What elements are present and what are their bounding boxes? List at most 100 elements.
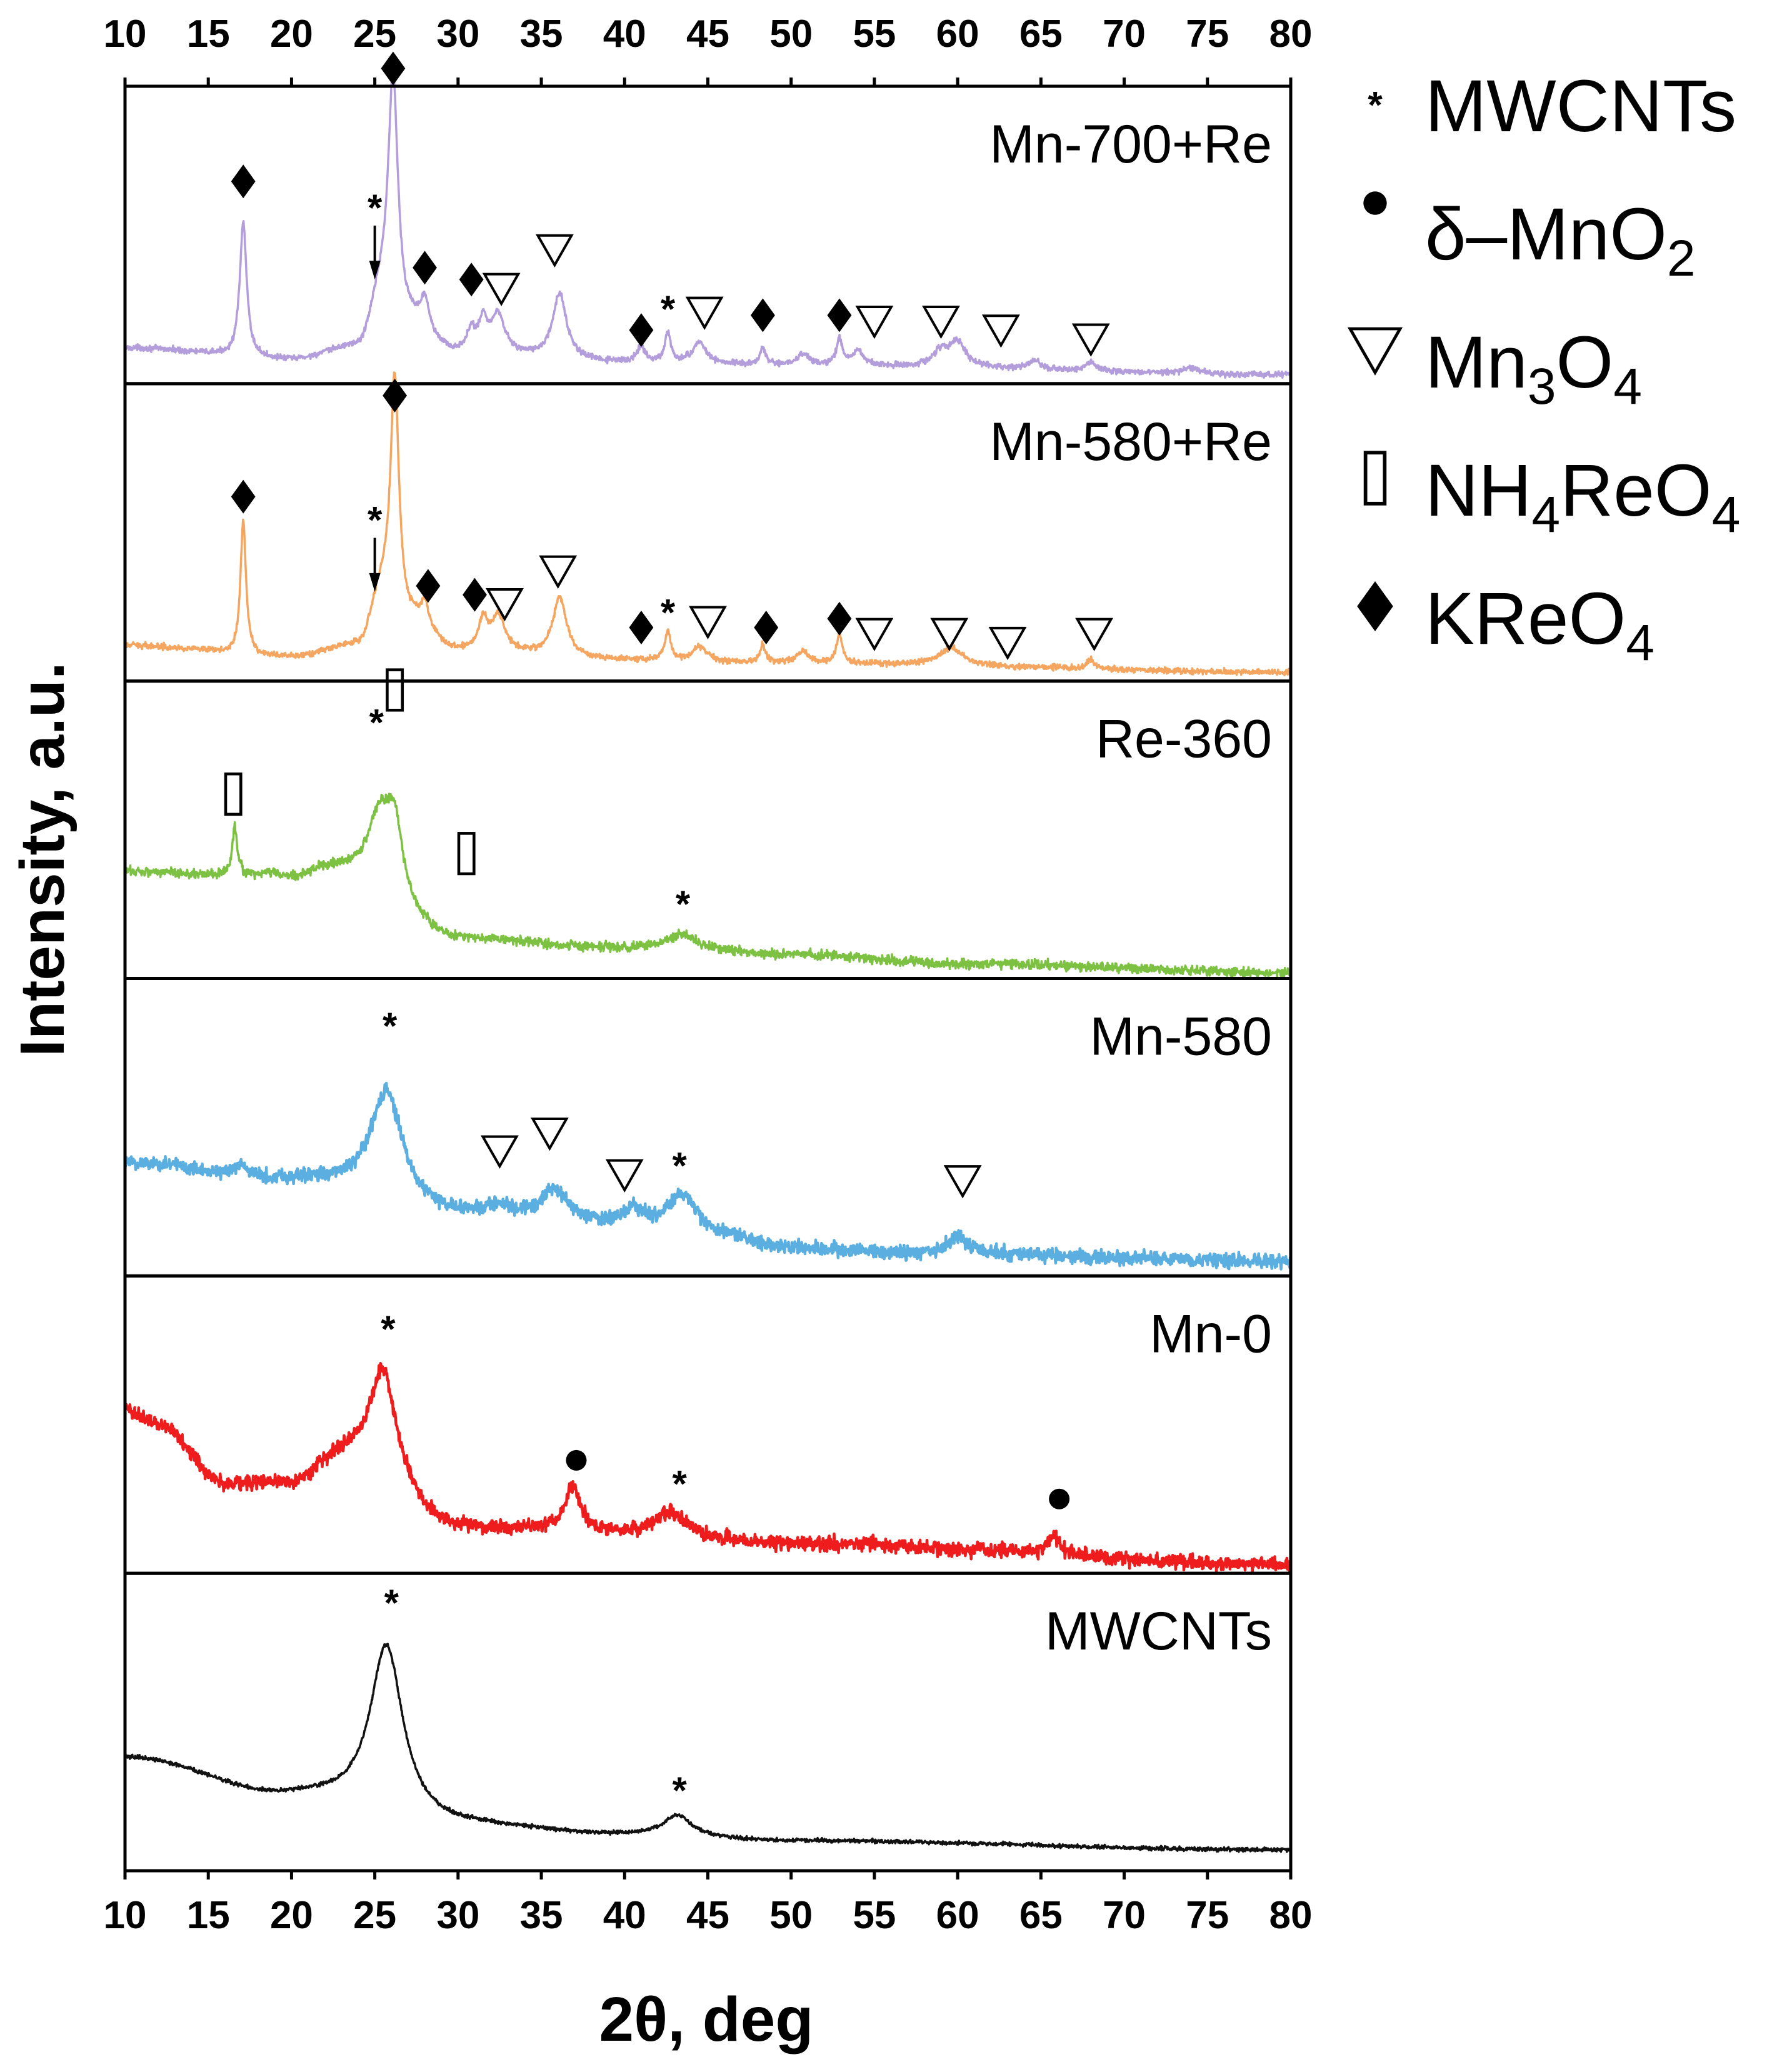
peak-marker-star: * <box>673 1769 688 1811</box>
legend-label: MWCNTs <box>1425 65 1736 148</box>
x-tick-label-bottom: 60 <box>936 1894 979 1937</box>
peak-marker-triangle <box>685 296 724 330</box>
x-tick-label-bottom: 80 <box>1269 1894 1313 1937</box>
panel-label: Mn-580+Re <box>989 412 1272 472</box>
peak-marker-triangle <box>530 1117 569 1151</box>
x-tick-label-top: 35 <box>520 13 563 56</box>
x-tick-label-top: 75 <box>1186 13 1229 56</box>
series-line-mn-0 <box>123 1361 1293 1574</box>
peak-marker-diamond <box>629 611 654 645</box>
x-tick-label-top: 25 <box>353 13 396 56</box>
x-tick-label-top: 15 <box>187 13 230 56</box>
peak-marker-diamond <box>754 611 779 645</box>
peak-marker-diamond <box>629 313 654 348</box>
peak-marker-star: * <box>368 187 383 229</box>
peak-marker-triangle <box>855 618 894 651</box>
x-tick-label-top: 80 <box>1269 13 1313 56</box>
legend-symbol-triangle <box>1347 327 1403 376</box>
peak-marker-triangle <box>539 555 578 589</box>
y-axis-title: Intensity, a.u. <box>8 662 78 1057</box>
x-tick-label-bottom: 45 <box>686 1894 729 1937</box>
peak-marker-star: * <box>661 591 676 633</box>
x-tick-label-bottom: 65 <box>1019 1894 1063 1937</box>
peak-marker-diamond <box>463 578 487 612</box>
series-line-mn-700-re <box>124 69 1292 379</box>
x-tick-label-bottom: 30 <box>436 1894 479 1937</box>
peak-marker-star: * <box>673 1145 688 1187</box>
x-tick-label-bottom: 20 <box>270 1894 313 1937</box>
peak-marker-triangle <box>486 588 524 622</box>
panel-label: Mn-580 <box>1089 1007 1272 1067</box>
peak-marker-diamond <box>827 601 852 636</box>
peak-marker-star: * <box>368 499 383 541</box>
peak-marker-diamond <box>231 479 256 514</box>
x-tick-label-top: 45 <box>686 13 729 56</box>
panel-label: Re-360 <box>1096 709 1272 769</box>
peak-marker-star: * <box>673 1463 688 1505</box>
x-tick-label-top: 10 <box>104 13 147 56</box>
series-line-mn-580-re <box>124 371 1292 676</box>
peak-marker-diamond <box>413 251 438 285</box>
x-tick-label-top: 55 <box>853 13 896 56</box>
peak-marker-rect <box>457 832 476 876</box>
peak-marker-triangle <box>943 1165 982 1199</box>
peak-marker-circle <box>1049 1488 1070 1509</box>
peak-marker-rect <box>224 772 243 816</box>
x-tick-label-bottom: 75 <box>1186 1894 1229 1937</box>
peak-marker-triangle <box>535 234 574 268</box>
x-tick-label-bottom: 25 <box>353 1894 396 1937</box>
peak-marker-triangle <box>482 273 521 306</box>
peak-marker-diamond <box>750 298 775 333</box>
peak-marker-rect <box>386 668 404 712</box>
peak-marker-triangle <box>1075 618 1114 651</box>
x-tick-label-top: 70 <box>1103 13 1146 56</box>
panel-label: Mn-0 <box>1149 1304 1272 1364</box>
peak-marker-triangle <box>988 626 1027 661</box>
legend-symbol-star: * <box>1368 84 1383 126</box>
x-tick-label-bottom: 40 <box>603 1894 646 1937</box>
legend-symbol-circle <box>1363 191 1387 215</box>
x-tick-label-top: 65 <box>1019 13 1063 56</box>
x-tick-label-top: 60 <box>936 13 979 56</box>
peak-arrow-head <box>369 573 381 592</box>
legend-symbol-diamond <box>1357 581 1393 631</box>
x-tick-label-top: 20 <box>270 13 313 56</box>
x-tick-label-bottom: 70 <box>1103 1894 1146 1937</box>
peak-marker-circle <box>566 1449 587 1471</box>
x-tick-label-top: 40 <box>603 13 646 56</box>
series-line-mn-580 <box>123 1081 1293 1271</box>
peak-marker-diamond <box>381 51 406 86</box>
x-tick-label-top: 30 <box>436 13 479 56</box>
legend-label: Mn3O4 <box>1425 321 1642 415</box>
peak-marker-triangle <box>605 1159 644 1193</box>
peak-marker-triangle <box>981 314 1020 348</box>
peak-marker-triangle <box>481 1135 519 1169</box>
legend-label: δ–MnO2 <box>1425 193 1696 287</box>
x-tick-label-bottom: 50 <box>769 1894 813 1937</box>
peak-marker-star: * <box>383 1005 398 1047</box>
x-tick-label-top: 50 <box>769 13 813 56</box>
x-tick-label-bottom: 55 <box>853 1894 896 1937</box>
peak-marker-diamond <box>383 378 408 413</box>
peak-marker-star: * <box>384 1582 399 1624</box>
peak-marker-star: * <box>381 1308 396 1350</box>
peak-marker-diamond <box>231 164 256 199</box>
peak-marker-triangle <box>1071 323 1110 357</box>
peak-marker-star: * <box>676 883 691 925</box>
peak-marker-triangle <box>689 606 727 639</box>
peak-marker-triangle <box>930 618 969 651</box>
legend-symbol-rect <box>1363 451 1387 506</box>
peak-arrow-head <box>369 261 381 280</box>
panel-label: MWCNTs <box>1045 1601 1272 1661</box>
legend-label: KReO4 <box>1425 578 1654 671</box>
series-line-mwcnts <box>124 1643 1292 1853</box>
peak-marker-diamond <box>459 263 484 297</box>
peak-marker-star: * <box>661 288 676 330</box>
peak-marker-diamond <box>416 569 441 603</box>
x-axis-title: 2θ, deg <box>599 1984 813 2054</box>
peak-marker-diamond <box>827 298 852 333</box>
peak-marker-triangle <box>922 305 960 339</box>
peak-marker-triangle <box>855 305 894 339</box>
x-tick-label-bottom: 10 <box>104 1894 147 1937</box>
